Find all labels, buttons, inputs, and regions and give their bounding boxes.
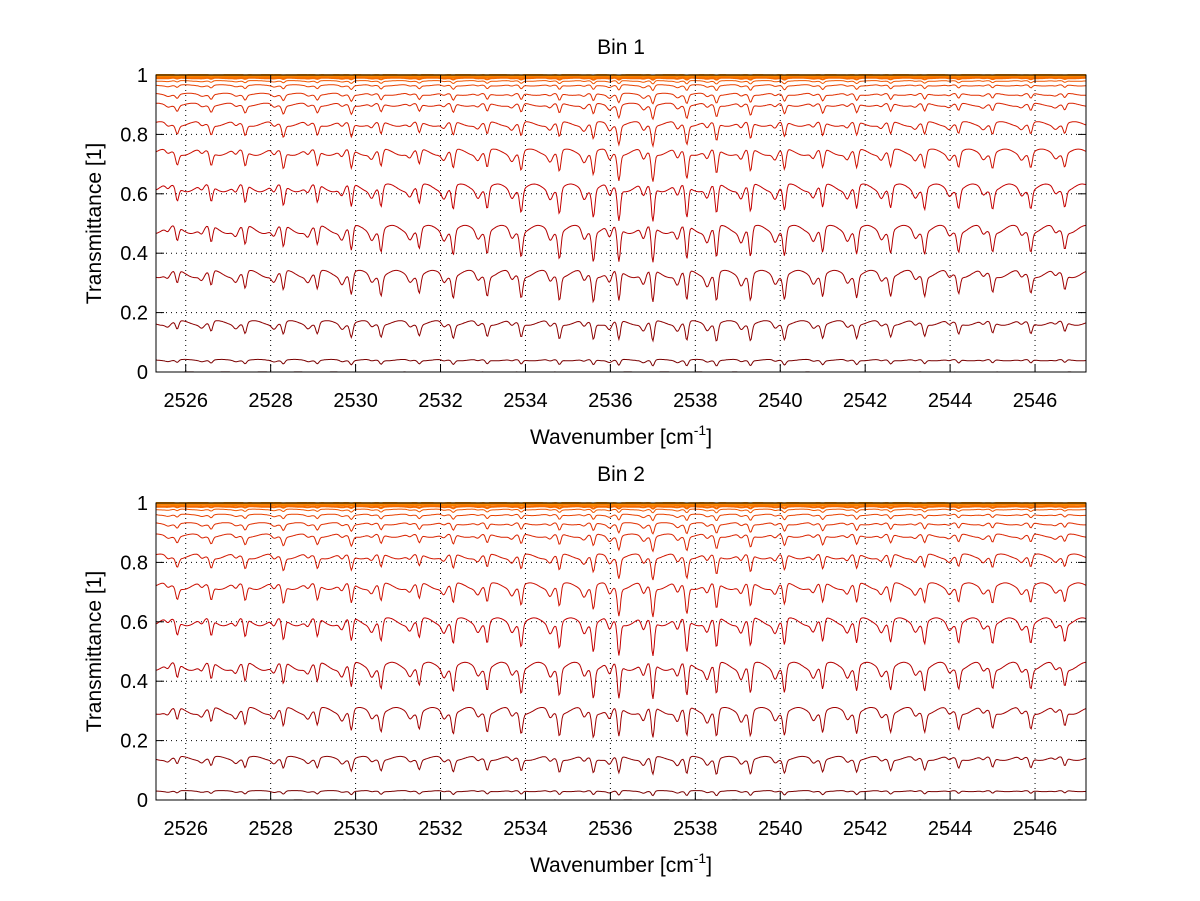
series-line	[155, 790, 1087, 797]
series-line	[155, 513, 1087, 522]
y-axis-label: Transmittance [1]	[83, 143, 106, 304]
y-axis-label: Transmittance [1]	[83, 571, 106, 732]
y-tick-label: 0.4	[120, 243, 148, 265]
series-line	[155, 661, 1087, 699]
series-line	[155, 320, 1087, 343]
series-line	[155, 183, 1087, 222]
series-line	[155, 84, 1087, 92]
x-tick-label: 2538	[673, 390, 718, 412]
series-line	[156, 102, 1087, 121]
x-tick-label: 2542	[843, 818, 888, 840]
series-line	[155, 92, 1086, 105]
bin-1-panel: 2526 2528 2530 2532 2534 2536 2538 2540 2542 2544…	[83, 36, 1087, 449]
axes-box	[155, 74, 1087, 373]
series-line	[155, 269, 1087, 304]
bin-2-panel: 2526 2528 2530 2532 2534 2536 2538 2540 2542 2544…	[83, 463, 1087, 877]
y-tick-label: 0.2	[120, 303, 148, 325]
y-tick-label: 0.6	[120, 184, 148, 206]
x-tick-label: 2526	[163, 390, 208, 412]
series-line	[156, 533, 1087, 553]
y-tick-label: 1	[137, 493, 148, 515]
x-tick-label: 2528	[248, 818, 293, 840]
y-tick-label: 0.8	[120, 124, 148, 146]
x-tick-label: 2536	[588, 390, 633, 412]
series-line	[155, 148, 1087, 182]
x-tick-label: 2540	[758, 390, 803, 412]
series-line	[155, 358, 1087, 367]
x-tick-label: 2528	[248, 390, 293, 412]
y-tick-label: 0	[137, 790, 148, 812]
x-tick-label: 2538	[673, 818, 718, 840]
plot-area	[156, 75, 1086, 372]
x-tick-label: 2546	[1013, 390, 1058, 412]
chart-title: Bin 2	[597, 463, 645, 486]
chart-title: Bin 1	[597, 36, 645, 59]
series-line	[155, 522, 1086, 535]
y-tick-label: 1	[137, 65, 148, 87]
y-tick-label: 0	[137, 362, 148, 384]
x-tick-label: 2544	[928, 818, 973, 840]
plot-area	[156, 503, 1086, 800]
x-axis-label: Wavenumber [cm-1]	[530, 850, 712, 877]
y-tick-label: 0.2	[120, 731, 148, 753]
x-tick-label: 2534	[503, 818, 548, 840]
y-tick-label: 0.8	[120, 552, 148, 574]
series-line	[155, 706, 1087, 739]
y-tick-label: 0.6	[120, 612, 148, 634]
series-line	[156, 76, 1086, 81]
series-line	[155, 582, 1087, 618]
series-line	[156, 505, 1086, 510]
x-tick-label: 2544	[928, 390, 973, 412]
x-tick-label: 2532	[418, 818, 463, 840]
x-tick-label: 2536	[588, 818, 633, 840]
x-tick-label: 2546	[1013, 818, 1058, 840]
series-line	[156, 503, 1086, 508]
series-line	[155, 755, 1087, 776]
axes-box	[155, 502, 1087, 801]
series-line	[155, 553, 1087, 581]
series-line	[155, 617, 1087, 656]
x-axis-label: Wavenumber [cm-1]	[530, 422, 712, 449]
x-tick-label: 2532	[418, 390, 463, 412]
x-tick-label: 2526	[163, 818, 208, 840]
y-tick-label: 0.4	[120, 671, 148, 693]
x-tick-label: 2540	[758, 818, 803, 840]
x-tick-label: 2534	[503, 390, 548, 412]
series-line	[155, 121, 1087, 149]
x-tick-label: 2530	[333, 818, 378, 840]
series-line	[155, 508, 1087, 514]
x-tick-label: 2542	[843, 390, 888, 412]
x-tick-label: 2530	[333, 390, 378, 412]
series-line	[155, 224, 1087, 263]
series-line	[155, 80, 1087, 85]
